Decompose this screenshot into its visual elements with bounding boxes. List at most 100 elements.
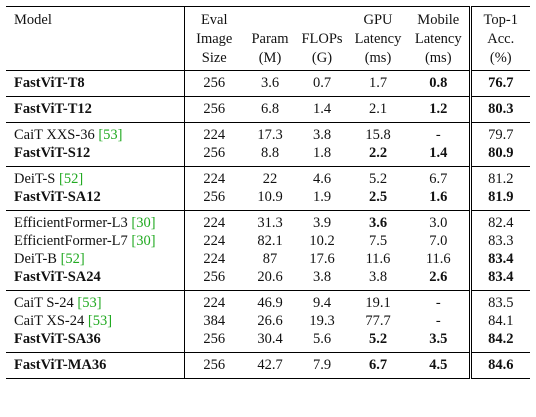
comparison-table-container: Model Eval GPU Mobile Top-1 Image Param … bbox=[6, 6, 530, 379]
cell-flops: 9.4 bbox=[296, 290, 348, 312]
table-row: CaiT XXS-36 [53] 224 17.3 3.8 15.8-79.7 bbox=[6, 122, 530, 144]
cell-param: 8.8 bbox=[260, 145, 280, 161]
cell-top1-acc: 84.1 bbox=[468, 312, 530, 330]
cell-mobile-latency: 11.6 bbox=[425, 251, 451, 267]
table-row: DeiT-S [52] 224 22 4.6 5.2 6.7 81.2 bbox=[6, 166, 530, 188]
model-name: FastViT-SA12 bbox=[14, 189, 101, 205]
table-row: FastViT-S12 256 8.8 1.8 2.2 1.4 80.9 bbox=[6, 144, 530, 167]
table-group: CaiT S-24 [53] 224 46.9 9.4 19.1-83.5 CaiT XS… bbox=[6, 290, 530, 353]
cell-model: FastViT-T12 bbox=[6, 96, 184, 123]
cell-param: 30.4 bbox=[257, 331, 283, 347]
cell-mobile-latency: 2.6 bbox=[429, 269, 448, 285]
citation-link[interactable]: [53] bbox=[98, 127, 123, 143]
model-name: CaiT XS-24 bbox=[14, 313, 88, 329]
cell-top1-acc: 80.9 bbox=[468, 144, 530, 167]
model-name: FastViT-SA36 bbox=[14, 331, 101, 347]
cell-model: FastViT-SA24 bbox=[6, 268, 184, 291]
cell-flops: 17.6 bbox=[309, 251, 335, 267]
cell-eval-size: 224 bbox=[183, 290, 244, 312]
cell-model: FastViT-T8 bbox=[6, 70, 184, 97]
header-mobile-line2: Latency bbox=[414, 31, 462, 47]
cell-param: 46.9 bbox=[244, 290, 296, 312]
cell-mobile-latency: 4.5 bbox=[408, 352, 470, 379]
header-param-line2: (M) bbox=[258, 50, 282, 66]
cell-gpu-latency: 1.7 bbox=[348, 70, 408, 97]
model-comparison-table: Model Eval GPU Mobile Top-1 Image Param … bbox=[6, 6, 530, 379]
model-name: FastViT-T8 bbox=[14, 75, 85, 91]
model-name: DeiT-S bbox=[14, 171, 59, 187]
cell-top1-acc: 79.7 bbox=[468, 122, 530, 144]
table-row: FastViT-T12 256 6.8 1.4 2.1 1.2 80.3 bbox=[6, 96, 530, 123]
table-group: FastViT-MA36 256 42.7 7.9 6.7 4.5 84.6 bbox=[6, 352, 530, 379]
cell-flops: 0.7 bbox=[296, 70, 348, 97]
header-model: Model bbox=[6, 6, 184, 71]
cell-eval-size: 256 bbox=[183, 188, 244, 211]
cell-gpu-latency: 11.6 bbox=[365, 251, 391, 267]
cell-model: EfficientFormer-L3 [30] bbox=[6, 210, 184, 232]
cell-mobile-latency: 3.0 bbox=[408, 210, 470, 232]
cell-param: 26.6 bbox=[257, 313, 283, 329]
model-name: CaiT XXS-36 bbox=[14, 127, 99, 143]
cell-gpu-latency: 3.6 bbox=[348, 210, 408, 232]
cell-gpu-latency: 5.2 bbox=[348, 166, 408, 188]
cell-model: FastViT-S12 bbox=[6, 144, 184, 167]
cell-eval-size: 224 bbox=[183, 210, 244, 232]
model-name: EfficientFormer-L7 bbox=[14, 233, 132, 249]
cell-top1-acc: 83.4 bbox=[468, 268, 530, 291]
cell-param: 87 bbox=[262, 251, 278, 267]
cell-flops: 10.2 bbox=[309, 233, 335, 249]
citation-link[interactable]: [53] bbox=[77, 295, 102, 311]
cell-mobile-latency: 6.7 bbox=[408, 166, 470, 188]
cell-model: DeiT-B [52] bbox=[6, 250, 184, 268]
citation-link[interactable]: [30] bbox=[131, 215, 156, 231]
cell-param: 42.7 bbox=[244, 352, 296, 379]
header-flops-line0 bbox=[296, 6, 348, 30]
cell-mobile-latency: 1.4 bbox=[429, 145, 448, 161]
table-row: EfficientFormer-L7 [30] 224 82.1 10.2 7.5 7.0… bbox=[6, 232, 530, 250]
cell-param: 31.3 bbox=[244, 210, 296, 232]
cell-eval-size: 224 bbox=[183, 166, 244, 188]
table-row: FastViT-SA12 256 10.9 1.9 2.5 1.6 81.9 bbox=[6, 188, 530, 211]
cell-gpu-latency: 3.8 bbox=[368, 269, 388, 285]
citation-link[interactable]: [52] bbox=[60, 251, 85, 267]
cell-mobile-latency: 7.0 bbox=[429, 233, 448, 249]
table-group: CaiT XXS-36 [53] 224 17.3 3.8 15.8-79.7 FastV… bbox=[6, 122, 530, 167]
cell-model: FastViT-SA36 bbox=[6, 330, 184, 353]
cell-eval-size: 224 bbox=[183, 122, 244, 144]
cell-model: DeiT-S [52] bbox=[6, 166, 184, 188]
cell-mobile-latency: 0.8 bbox=[408, 70, 470, 97]
header-param-line1: Param bbox=[251, 31, 289, 47]
cell-param: 3.6 bbox=[244, 70, 296, 97]
cell-flops: 19.3 bbox=[309, 313, 335, 329]
cell-top1-acc: 83.3 bbox=[468, 232, 530, 250]
cell-eval-size: 224 bbox=[183, 250, 244, 268]
table-row: CaiT S-24 [53] 224 46.9 9.4 19.1-83.5 bbox=[6, 290, 530, 312]
citation-link[interactable]: [52] bbox=[58, 171, 84, 187]
header-eval-line1: Eval bbox=[183, 6, 244, 30]
model-name: FastViT-MA36 bbox=[14, 357, 107, 373]
cell-top1-acc: 84.6 bbox=[468, 352, 530, 379]
cell-flops: 1.4 bbox=[296, 96, 348, 123]
cell-gpu-latency: 5.2 bbox=[368, 331, 388, 347]
header-top1-line1: Top-1 bbox=[468, 6, 530, 30]
model-name: DeiT-B bbox=[14, 251, 61, 267]
table-group: DeiT-S [52] 224 22 4.6 5.2 6.7 81.2 FastViT-SA1… bbox=[6, 166, 530, 211]
cell-eval-size: 224 bbox=[183, 232, 244, 250]
cell-mobile-latency: 3.5 bbox=[429, 331, 448, 347]
cell-top1-acc: 81.9 bbox=[468, 188, 530, 211]
cell-param: 22 bbox=[244, 166, 296, 188]
header-flops-line1: FLOPs bbox=[301, 31, 343, 47]
cell-eval-size: 256 bbox=[183, 144, 244, 167]
table-group: FastViT-T8 256 3.6 0.7 1.7 0.8 76.7 bbox=[6, 70, 530, 97]
citation-link[interactable]: [53] bbox=[87, 313, 113, 329]
citation-link[interactable]: [30] bbox=[131, 233, 156, 249]
cell-gpu-latency: 6.7 bbox=[348, 352, 408, 379]
cell-gpu-latency: 77.7 bbox=[365, 313, 391, 329]
cell-top1-acc: 80.3 bbox=[468, 96, 530, 123]
header-eval-line2: Image bbox=[183, 30, 244, 49]
table-group: FastViT-T12 256 6.8 1.4 2.1 1.2 80.3 bbox=[6, 96, 530, 123]
cell-gpu-latency: 2.2 bbox=[368, 145, 388, 161]
model-name: CaiT S-24 bbox=[14, 295, 78, 311]
header-gpu-line3: (ms) bbox=[364, 50, 392, 66]
cell-flops: 3.9 bbox=[296, 210, 348, 232]
